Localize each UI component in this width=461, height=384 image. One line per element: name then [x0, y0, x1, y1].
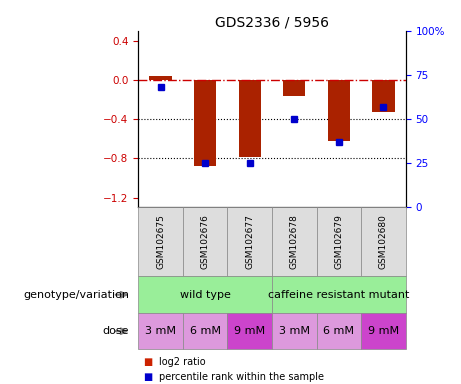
Text: GSM102676: GSM102676	[201, 215, 210, 269]
Bar	[138, 207, 183, 276]
Bar	[361, 313, 406, 349]
Bar	[149, 76, 171, 80]
Text: 3 mM: 3 mM	[145, 326, 176, 336]
Bar	[227, 207, 272, 276]
Text: GSM102680: GSM102680	[379, 215, 388, 269]
Text: genotype/variation: genotype/variation	[23, 290, 129, 300]
Text: 3 mM: 3 mM	[279, 326, 310, 336]
Bar	[283, 80, 306, 96]
Bar	[183, 313, 227, 349]
Text: wild type: wild type	[180, 290, 230, 300]
Bar	[239, 80, 261, 157]
Text: 6 mM: 6 mM	[323, 326, 355, 336]
Text: ■: ■	[143, 356, 152, 367]
Bar	[194, 80, 216, 166]
Text: log2 ratio: log2 ratio	[159, 356, 206, 367]
Title: GDS2336 / 5956: GDS2336 / 5956	[215, 16, 329, 30]
Text: dose: dose	[103, 326, 129, 336]
Text: GSM102679: GSM102679	[334, 215, 343, 269]
Text: percentile rank within the sample: percentile rank within the sample	[159, 372, 324, 382]
Bar	[272, 276, 406, 313]
Text: GSM102677: GSM102677	[245, 215, 254, 269]
Bar	[272, 207, 317, 276]
Bar	[227, 313, 272, 349]
Bar	[317, 313, 361, 349]
Text: 9 mM: 9 mM	[234, 326, 265, 336]
Text: 9 mM: 9 mM	[368, 326, 399, 336]
Text: ■: ■	[143, 372, 152, 382]
Bar	[372, 80, 395, 112]
Text: caffeine resistant mutant: caffeine resistant mutant	[268, 290, 409, 300]
Bar	[183, 207, 227, 276]
Text: 6 mM: 6 mM	[189, 326, 221, 336]
Bar	[361, 207, 406, 276]
Text: GSM102678: GSM102678	[290, 215, 299, 269]
Bar	[272, 313, 317, 349]
Bar	[317, 207, 361, 276]
Text: GSM102675: GSM102675	[156, 215, 165, 269]
Bar	[328, 80, 350, 141]
Bar	[138, 313, 183, 349]
Bar	[138, 276, 272, 313]
